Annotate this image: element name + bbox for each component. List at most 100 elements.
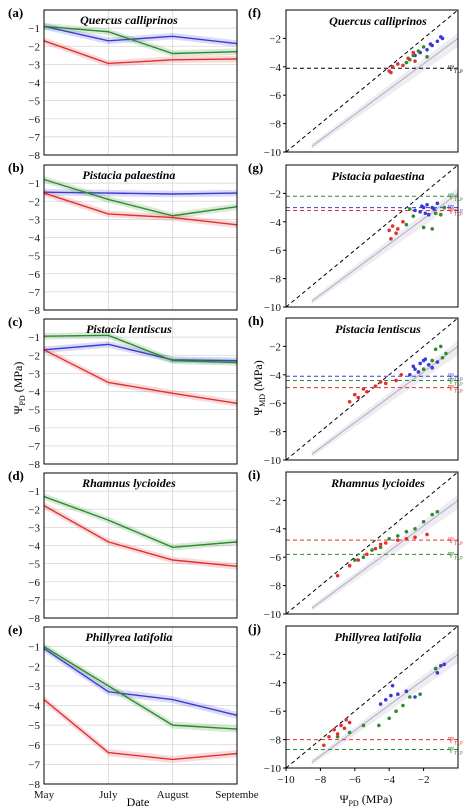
data-point (394, 378, 398, 383)
y-tick-label: −1 (28, 178, 40, 190)
data-point (413, 527, 417, 531)
y-tick-label: −1 (28, 642, 40, 654)
plot-frame (43, 472, 238, 619)
y-tick-label: −6 (269, 398, 281, 410)
y-tick-label: −7 (28, 287, 40, 299)
panel-title: Pistacia palaestina (82, 168, 175, 182)
data-point (433, 666, 438, 671)
data-point (378, 542, 383, 547)
data-point (428, 42, 433, 46)
data-point (365, 390, 369, 394)
data-point (442, 662, 447, 667)
x-tick-label: −4 (383, 774, 395, 786)
data-point (378, 380, 383, 384)
data-point (418, 210, 422, 214)
series-line (43, 349, 238, 404)
y-tick-label: −1 (28, 23, 40, 35)
data-point (387, 536, 392, 541)
y-tick-label: −4 (269, 678, 281, 690)
series-line (43, 191, 238, 195)
y-tick-label: −8 (28, 613, 40, 625)
panel-label: (i) (248, 467, 260, 482)
data-point (411, 50, 416, 55)
y-tick-label: −7 (28, 595, 40, 607)
series-band (44, 696, 237, 764)
y-tick-label: −6 (269, 552, 281, 564)
timeseries-panel-4: −1 −2 −3 −4 −5 −6 −7 −8 (d) Rhamnus lycioides (8, 468, 238, 625)
x-tick-label: −6 (349, 774, 361, 786)
y-tick-label: −4 (269, 524, 281, 536)
regression-line (311, 653, 459, 763)
panel-title: Rhamnus lycioides (330, 476, 425, 490)
data-point (387, 228, 392, 233)
x-tick-label: May (34, 789, 55, 801)
series-band (44, 23, 237, 47)
plot-frame (285, 317, 459, 461)
y-tick-label: −10 (264, 609, 282, 621)
data-point (396, 538, 400, 542)
series-band (44, 189, 237, 229)
data-point (396, 62, 400, 66)
panel-label: (g) (248, 160, 263, 175)
data-point (421, 45, 426, 49)
data-point (387, 716, 392, 721)
data-point (401, 63, 405, 68)
data-point (383, 541, 388, 545)
data-point (439, 212, 443, 217)
data-point (344, 717, 349, 722)
regression-band (311, 494, 458, 612)
x-tick-label: −8 (315, 774, 327, 786)
one-to-one-line (285, 164, 459, 308)
data-point (425, 55, 429, 59)
y-tick-label: −6 (269, 245, 281, 257)
y-tick-label: −7 (28, 132, 40, 144)
data-point (430, 227, 435, 231)
y-tick-label: −1 (28, 486, 40, 498)
data-point (435, 509, 440, 514)
y-tick-label: −6 (269, 90, 281, 102)
panel-label: (f) (248, 5, 261, 20)
data-point (373, 384, 378, 388)
plot-frame (285, 164, 459, 308)
y-tick-label: −3 (28, 681, 40, 693)
plot-frame (43, 164, 238, 311)
one-to-one-line (285, 625, 459, 769)
y-tick-label: −8 (28, 459, 40, 471)
one-to-one-line (285, 9, 459, 153)
data-point (439, 344, 443, 349)
y-tick-label: −2 (28, 41, 40, 53)
plot-frame (285, 9, 459, 153)
data-point (421, 367, 426, 371)
y-tick-label: −3 (28, 522, 40, 534)
panel-title: Pistacia lentiscus (335, 322, 421, 336)
data-point (425, 47, 429, 52)
data-point (413, 695, 417, 699)
y-tick-label: −2 (28, 661, 40, 673)
data-point (396, 534, 400, 538)
regression-band (311, 340, 458, 458)
timeseries-panel-5: −1 −2 −3 −4 −5 −6 −7 −8 (e) Phillyrea latifolia Ma… (8, 622, 259, 801)
series-band (44, 502, 237, 570)
data-point (411, 53, 416, 58)
data-point (347, 563, 352, 568)
y-tick-label: −2 (28, 196, 40, 208)
panel-label: (b) (8, 160, 24, 175)
data-point (435, 360, 440, 364)
y-tick-label: −6 (28, 423, 40, 435)
y-tick-label: −6 (28, 740, 40, 752)
data-point (389, 237, 393, 241)
data-point (404, 689, 409, 694)
regression-band (311, 32, 458, 150)
y-tick-label: −4 (269, 62, 281, 74)
y-tick-label: −2 (269, 341, 281, 353)
data-point (418, 692, 422, 696)
y-tick-label: −2 (269, 188, 281, 200)
data-point (444, 351, 448, 356)
data-point (430, 512, 435, 517)
data-point (413, 367, 417, 371)
data-point (430, 358, 435, 363)
